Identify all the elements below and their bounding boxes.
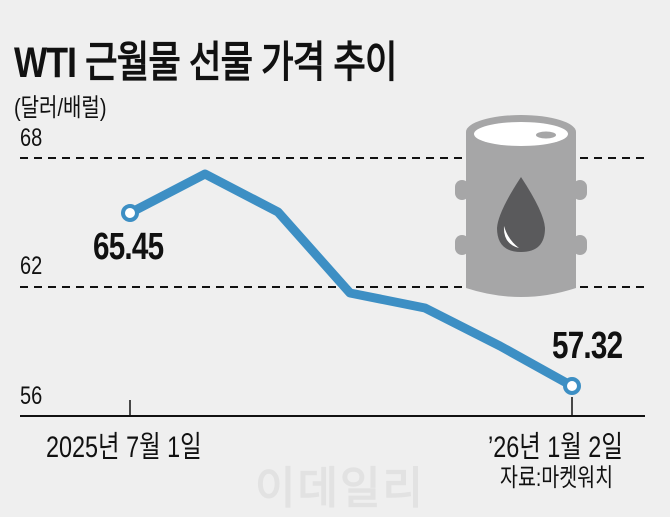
end-value-label: 57.32: [552, 325, 623, 367]
watermark: 이데일리: [255, 464, 425, 513]
oil-barrel-icon: [455, 115, 587, 297]
x-label-end: ’26년 1월 2일: [488, 431, 623, 464]
price-line: [127, 169, 575, 390]
source-label: 자료:마켓워치: [500, 464, 614, 492]
start-value-label: 65.45: [93, 226, 164, 268]
y-axis-unit: (달러/배럴): [14, 94, 107, 122]
y-tick-56: 56: [20, 382, 43, 410]
end-point-marker: [563, 377, 581, 395]
chart-title: WTI 근월물 선물 가격 추이: [14, 39, 397, 87]
y-tick-68: 68: [20, 124, 43, 152]
y-tick-62: 62: [20, 252, 43, 280]
start-point-marker: [121, 204, 139, 222]
x-label-start: 2025년 7월 1일: [46, 431, 202, 464]
